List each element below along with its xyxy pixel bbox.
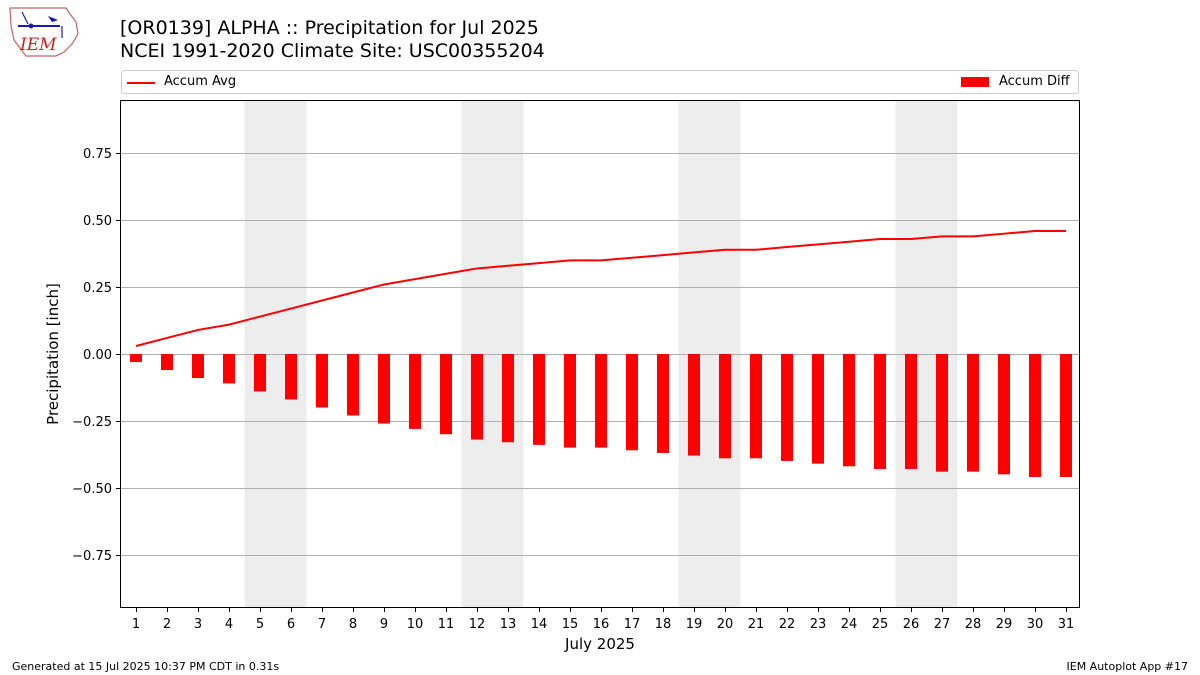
bar-day-9: [378, 354, 390, 424]
x-tick-label: 12: [469, 617, 486, 632]
bar-day-15: [564, 354, 576, 448]
x-tick-label: 23: [810, 617, 827, 632]
x-tick-label: 25: [872, 617, 889, 632]
x-tick-label: 16: [593, 617, 610, 632]
x-tick-label: 2: [163, 617, 171, 632]
accum-avg-line: [135, 230, 1066, 347]
bar-day-30: [1029, 354, 1041, 477]
bar-day-26: [905, 354, 917, 469]
chart-title: [OR0139] ALPHA :: Precipitation for Jul …: [120, 17, 539, 39]
y-axis-label: Precipitation [inch]: [44, 283, 62, 425]
bar-day-8: [347, 354, 359, 416]
x-tick-label: 27: [934, 617, 951, 632]
x-tick-label: 5: [256, 617, 264, 632]
plot-frame: [120, 100, 1080, 608]
bar-day-24: [843, 354, 855, 467]
x-tick-label: 8: [349, 617, 357, 632]
x-tick-label: 4: [225, 617, 233, 632]
bar-day-1: [130, 354, 142, 363]
bar-day-17: [626, 354, 638, 451]
legend-swatch-accum-diff: [961, 77, 989, 87]
legend: Accum Avg Accum Diff: [121, 70, 1079, 94]
legend-label-accum-diff: Accum Diff: [999, 74, 1070, 89]
x-tick-label: 17: [624, 617, 641, 632]
bar-day-11: [440, 354, 452, 435]
x-tick-label: 30: [1027, 617, 1044, 632]
chart-subtitle: NCEI 1991-2020 Climate Site: USC00355204: [120, 40, 545, 62]
bar-day-6: [285, 354, 297, 400]
y-tick-label: −0.75: [72, 549, 112, 564]
x-tick-label: 31: [1058, 617, 1075, 632]
x-tick-label: 6: [287, 617, 295, 632]
x-tick-label: 20: [717, 617, 734, 632]
legend-swatch-accum-avg: [127, 82, 155, 84]
bar-day-19: [688, 354, 700, 456]
x-axis-label: July 2025: [564, 635, 635, 653]
x-tick-label: 18: [655, 617, 672, 632]
x-axis-ticks: 1 2 3 4 5 6 7 8 9 10 11 12 13 14 15 16 17 18 19 20 21 22 23 24 2…: [132, 608, 1074, 632]
x-tick-label: 19: [686, 617, 703, 632]
x-tick-label: 1: [132, 617, 140, 632]
x-tick-label: 22: [779, 617, 796, 632]
bar-day-10: [409, 354, 421, 429]
x-tick-label: 11: [438, 617, 455, 632]
bar-day-20: [719, 354, 731, 459]
legend-label-accum-avg: Accum Avg: [164, 74, 237, 89]
y-tick-label: 0.25: [83, 281, 112, 296]
bar-day-18: [657, 354, 669, 453]
bar-day-23: [812, 354, 824, 464]
x-tick-label: 7: [318, 617, 326, 632]
bar-day-5: [254, 354, 266, 392]
iem-logo: IEM: [6, 4, 82, 60]
bar-day-7: [316, 354, 328, 408]
x-tick-label: 13: [500, 617, 517, 632]
bar-day-27: [936, 354, 948, 472]
accum-diff-bars: [130, 354, 1072, 477]
x-tick-label: 28: [965, 617, 982, 632]
autoplot-app-label: IEM Autoplot App #17: [1066, 660, 1189, 673]
bar-day-12: [471, 354, 483, 440]
y-tick-label: 0.50: [83, 214, 112, 229]
y-tick-label: −0.50: [72, 482, 112, 497]
y-tick-label: −0.25: [72, 415, 112, 430]
accum-avg-series-line: [135, 230, 1066, 347]
y-tick-label: 0.75: [83, 147, 112, 162]
bar-day-2: [161, 354, 173, 371]
x-tick-label: 10: [407, 617, 424, 632]
bar-day-16: [595, 354, 607, 448]
bar-day-4: [223, 354, 235, 384]
bar-day-13: [502, 354, 514, 443]
y-axis-ticks: −0.75 −0.50 −0.25 0.00 0.25 0.50 0.75: [72, 147, 120, 564]
x-tick-label: 3: [194, 617, 202, 632]
x-tick-label: 14: [531, 617, 548, 632]
generated-timestamp: Generated at 15 Jul 2025 10:37 PM CDT in…: [12, 660, 280, 673]
bar-day-31: [1060, 354, 1072, 477]
x-tick-label: 26: [903, 617, 920, 632]
y-tick-label: 0.00: [83, 348, 112, 363]
x-tick-label: 24: [841, 617, 858, 632]
x-tick-label: 21: [748, 617, 765, 632]
iem-logo-text: IEM: [19, 35, 57, 55]
bar-day-29: [998, 354, 1010, 475]
bar-day-21: [750, 354, 762, 459]
bar-day-25: [874, 354, 886, 469]
bar-day-14: [533, 354, 545, 445]
x-tick-label: 15: [562, 617, 579, 632]
bar-day-3: [192, 354, 204, 379]
bar-day-28: [967, 354, 979, 472]
x-tick-label: 9: [380, 617, 388, 632]
bar-day-22: [781, 354, 793, 461]
x-tick-label: 29: [996, 617, 1013, 632]
